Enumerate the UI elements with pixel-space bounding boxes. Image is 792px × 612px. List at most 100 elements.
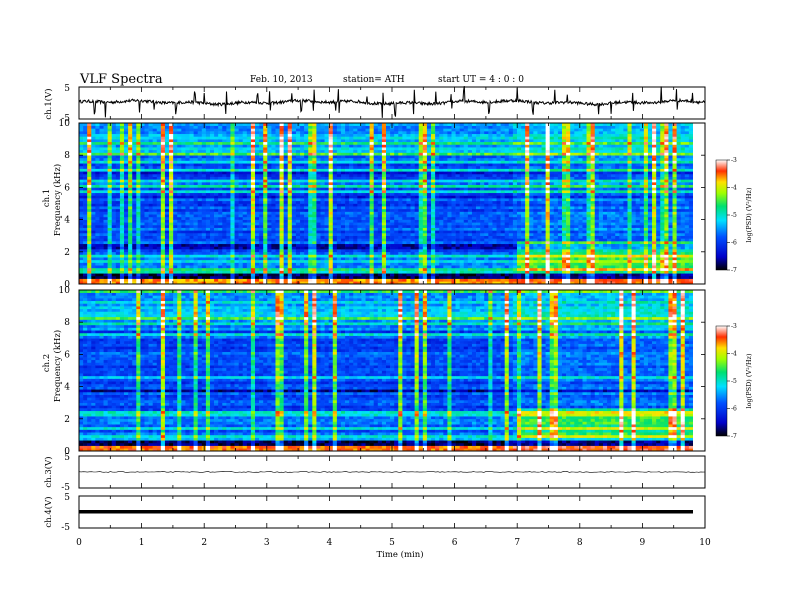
spectrogram-cell xyxy=(115,128,121,132)
spectrogram-cell xyxy=(394,157,399,161)
spectrogram-cell xyxy=(103,222,108,226)
spectrogram-cell xyxy=(181,187,186,191)
spectrogram-cell xyxy=(164,262,170,266)
spectrogram-cell xyxy=(340,281,346,285)
spectrogram-cell xyxy=(185,206,190,210)
spectrogram-cell xyxy=(103,224,108,228)
spectrogram-cell xyxy=(128,257,133,261)
spectrogram-cell xyxy=(312,163,317,167)
spectrogram-cell xyxy=(83,147,88,151)
spectrogram-cell xyxy=(390,265,395,269)
spectrogram-cell xyxy=(353,262,358,266)
spectrogram-cell xyxy=(353,238,358,242)
spectrogram-cell xyxy=(394,233,399,236)
spectrogram-cell xyxy=(136,157,141,161)
spectrogram-cell xyxy=(201,141,207,145)
spectrogram-cell xyxy=(402,214,407,218)
spectrogram-cell xyxy=(414,224,420,228)
spectrogram-cell xyxy=(406,163,411,167)
spectrogram-cell xyxy=(345,211,350,215)
spectrogram-cell xyxy=(230,190,235,194)
spectrogram-cell xyxy=(267,133,272,137)
spectrogram-cell xyxy=(160,222,166,226)
spectrogram-cell xyxy=(201,249,207,253)
spectrogram-cell xyxy=(124,259,129,263)
spectrogram-cell xyxy=(189,163,194,167)
spectrogram-cell xyxy=(87,157,92,161)
spectrogram-cell xyxy=(226,139,231,143)
spectrogram-cell xyxy=(115,152,121,156)
spectrogram-cell xyxy=(287,249,293,253)
spectrogram-cell xyxy=(381,184,387,188)
spectrogram-cell xyxy=(406,165,411,169)
spectrogram-cell xyxy=(222,184,227,188)
spectrogram-cell xyxy=(365,171,370,175)
spectrogram-cell xyxy=(300,211,305,215)
spectrogram-cell xyxy=(332,254,338,258)
spectrogram-cell xyxy=(136,198,141,202)
spectrogram-cell xyxy=(414,251,420,255)
spectrogram-cell xyxy=(140,141,145,145)
spectrogram-cell xyxy=(263,249,268,253)
spectrogram-cell xyxy=(304,249,309,253)
spectrogram-cell xyxy=(111,182,117,186)
spectrogram-cell xyxy=(128,136,133,140)
spectrogram-cell xyxy=(132,206,137,210)
spectrogram-cell xyxy=(345,243,350,247)
spectrogram-cell xyxy=(107,230,113,234)
spectrogram-cell xyxy=(267,157,272,161)
spectrogram-cell xyxy=(312,168,317,172)
spectrogram-cell xyxy=(357,157,362,161)
spectrogram-cell xyxy=(275,147,280,151)
spectrogram-cell xyxy=(340,203,346,207)
spectrogram-cell xyxy=(316,176,321,180)
spectrogram-cell xyxy=(238,259,244,263)
spectrogram-cell xyxy=(255,173,260,177)
spectrogram-cell xyxy=(308,123,313,126)
spectrogram-cell xyxy=(156,230,162,234)
spectrogram-cell xyxy=(238,216,244,220)
spectrogram-cell xyxy=(357,176,362,180)
spectrogram-cell xyxy=(373,246,379,250)
spectrogram-cell xyxy=(259,192,264,196)
spectrogram-cell xyxy=(267,128,272,132)
spectrogram-cell xyxy=(345,254,350,258)
spectrogram-cell xyxy=(128,254,133,258)
spectrogram-cell xyxy=(316,275,321,279)
spectrogram-cell xyxy=(308,270,313,274)
spectrogram-cell xyxy=(381,139,387,143)
spectrogram-cell xyxy=(406,206,411,210)
spectrogram-cell xyxy=(255,211,260,215)
spectrogram-cell xyxy=(316,125,321,129)
spectrogram-cell xyxy=(291,165,297,169)
spectrogram-cell xyxy=(267,163,272,167)
spectrogram-cell xyxy=(246,243,252,247)
spectrogram-cell xyxy=(185,208,190,212)
spectrogram-cell xyxy=(209,179,215,183)
spectrogram-cell xyxy=(312,160,317,164)
spectrogram-cell xyxy=(87,254,92,258)
spectrogram-cell xyxy=(201,211,207,215)
spectrogram-cell xyxy=(107,200,113,204)
spectrogram-cell xyxy=(287,184,293,188)
spectrogram-cell xyxy=(386,139,391,143)
spectrogram-cell xyxy=(332,200,338,204)
spectrogram-cell xyxy=(201,262,207,266)
spectrogram-cell xyxy=(283,267,289,271)
spectrogram-cell xyxy=(291,267,297,271)
spectrogram-cell xyxy=(156,254,162,258)
spectrogram-cell xyxy=(136,141,141,145)
spectrogram-cell xyxy=(238,243,244,247)
spectrogram-cell xyxy=(263,157,268,161)
spectrogram-cell xyxy=(169,238,174,242)
spectrogram-cell xyxy=(246,133,252,137)
spectrogram-cell xyxy=(320,184,325,188)
spectrogram-cell xyxy=(320,216,325,220)
spectrogram-cell xyxy=(308,195,313,199)
spectrogram-cell xyxy=(209,233,215,236)
spectrogram-cell xyxy=(398,176,403,180)
spectrogram-cell xyxy=(365,224,370,228)
spectrogram-cell xyxy=(381,131,387,135)
spectrogram-cell xyxy=(328,211,334,215)
spectrogram-cell xyxy=(328,182,334,186)
